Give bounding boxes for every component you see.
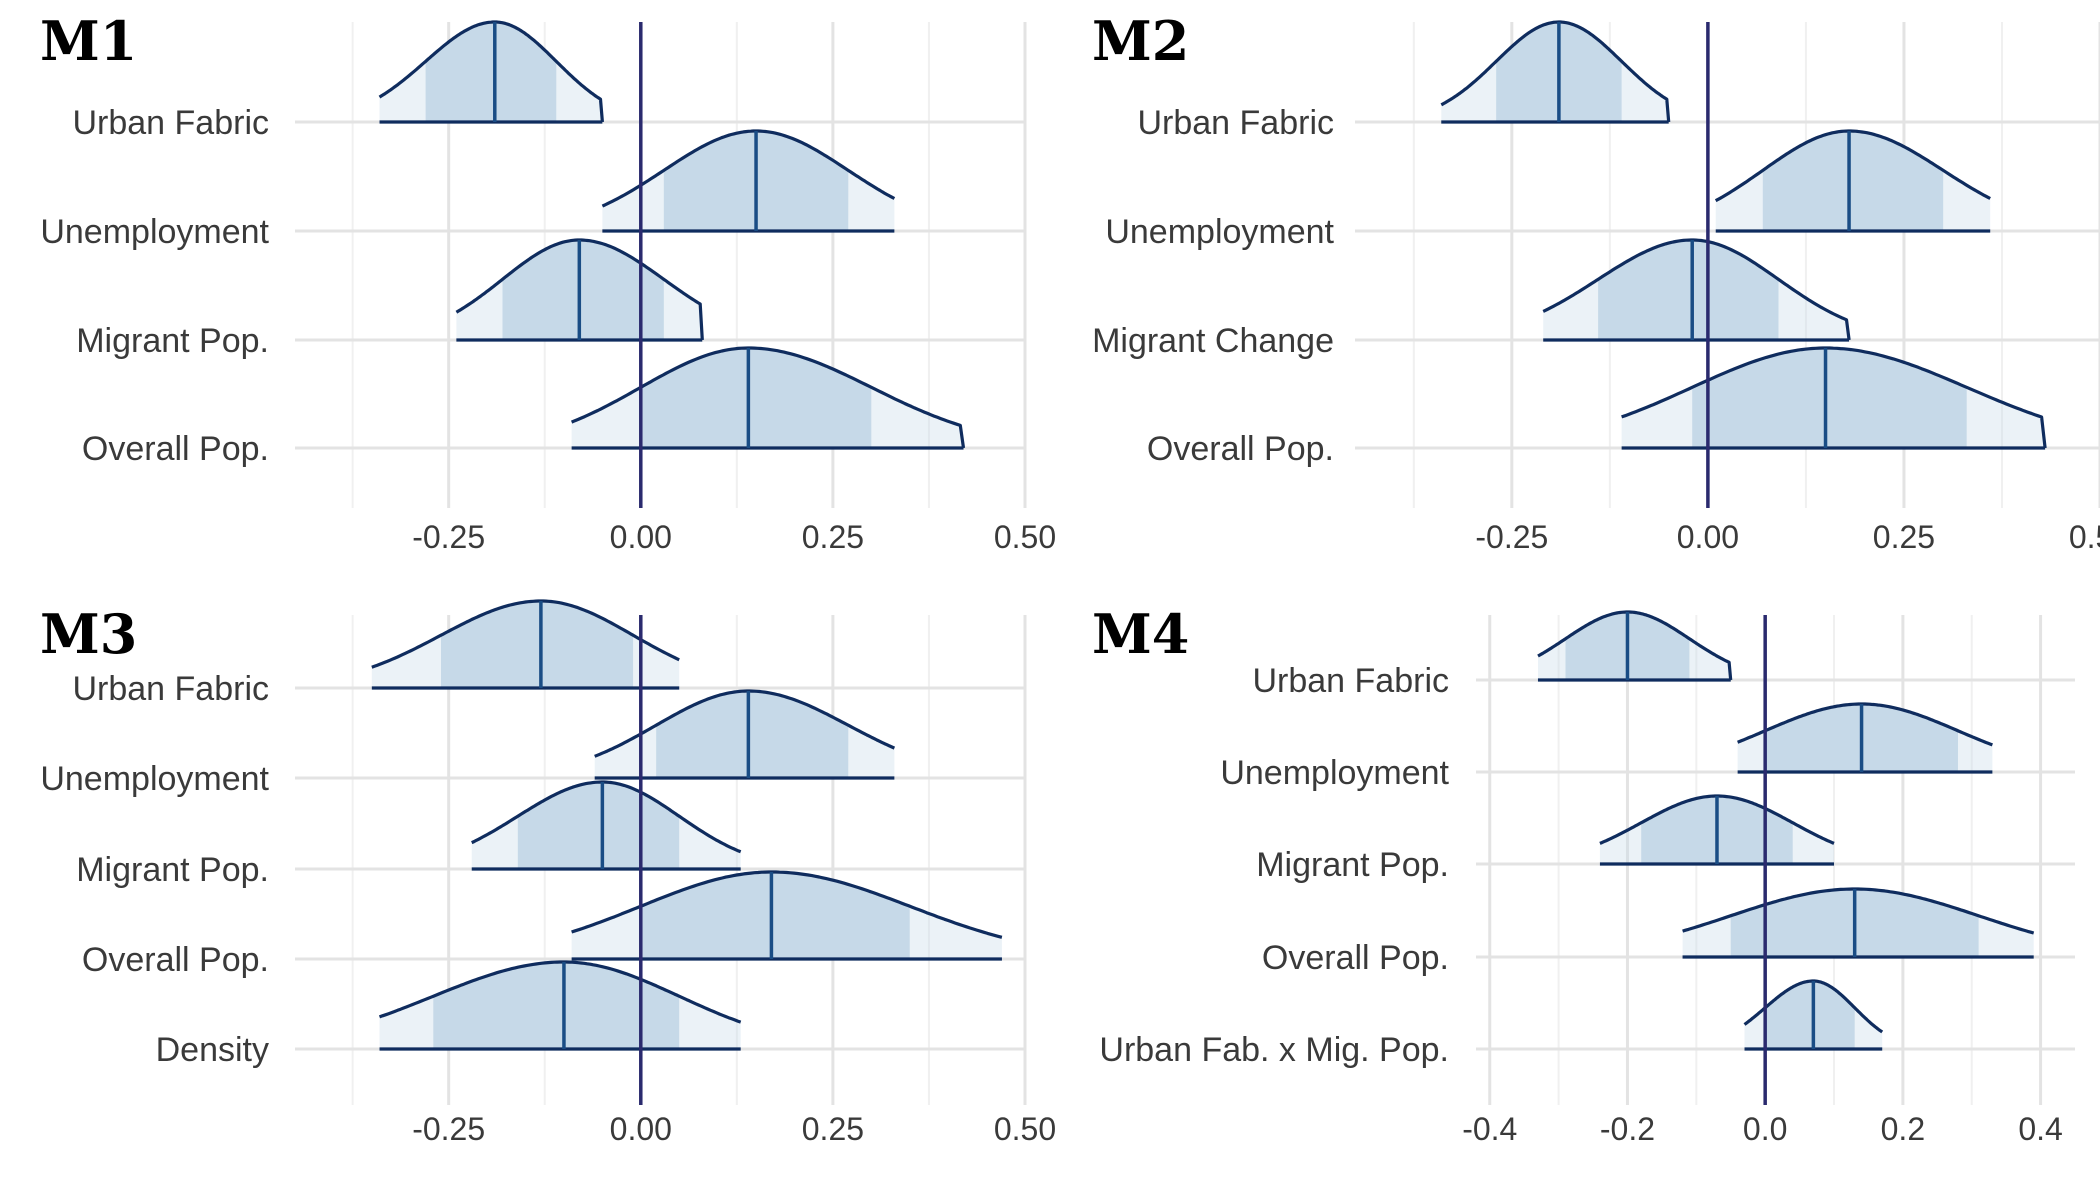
panel-m3: -0.25 0.00 0.25 0.50 Urban Fabric Unemploymen… — [40, 599, 1056, 1147]
x-tick-label: 0.4 — [2018, 1111, 2062, 1147]
row-label: Urban Fabric — [72, 670, 269, 708]
density-inner-fill — [1762, 131, 1944, 231]
density-outer-fill — [1737, 704, 1993, 772]
density-outer-fill — [371, 601, 680, 688]
x-tick-label: -0.25 — [412, 1111, 485, 1147]
x-tick-label: 0.25 — [802, 1111, 864, 1147]
row-label: Urban Fab. x Mig. Pop. — [1099, 1031, 1449, 1069]
row-label: Overall Pop. — [1262, 939, 1449, 977]
row-label: Overall Pop. — [82, 941, 269, 979]
x-tick-label: -0.4 — [1462, 1111, 1517, 1147]
row-label: Urban Fabric — [72, 104, 269, 142]
density-outline — [1537, 610, 1733, 681]
density-outline — [594, 689, 896, 758]
row-label: Unemployment — [1220, 754, 1449, 792]
density-outline — [1621, 346, 2047, 449]
row-label: Migrant Pop. — [76, 322, 269, 360]
x-tick-label: 0.25 — [1873, 519, 1935, 555]
panel-m2: -0.25 0.00 0.25 0.50 Urban Fabric Unemploymen… — [1092, 9, 2100, 555]
density-outer-fill — [1543, 240, 1850, 340]
density-inner-fill — [502, 240, 664, 340]
row-label: Unemployment — [1105, 213, 1334, 251]
density-inner-fill — [441, 601, 634, 688]
row-label: Density — [156, 1031, 269, 1069]
density-outer-fill — [1441, 22, 1669, 122]
density-inner-fill — [425, 22, 557, 122]
density-inner-fill — [1598, 240, 1779, 340]
density-outline — [1542, 238, 1851, 341]
density-outline — [601, 129, 896, 208]
density-outer-fill — [1538, 612, 1731, 680]
panel-title: M4 — [1092, 602, 1189, 666]
density-outer-fill — [379, 22, 603, 122]
density-inner-fill — [640, 348, 872, 448]
density-outer-fill — [1715, 131, 1991, 231]
density-inner-fill — [517, 782, 680, 869]
density-inner-fill — [656, 691, 849, 778]
density-outline — [1440, 20, 1671, 123]
x-tick-label: 0.0 — [1743, 1111, 1787, 1147]
x-tick-label: 0.2 — [1881, 1111, 1925, 1147]
panel-m1: -0.25 0.00 0.25 0.50 Urban Fabric Unemploymen… — [40, 9, 1056, 555]
density-outline — [1682, 887, 2035, 935]
density-outline — [571, 870, 1003, 939]
density-outer-fill — [1621, 348, 2046, 448]
row-label: Migrant Change — [1092, 322, 1334, 360]
density-outer-fill — [602, 131, 895, 231]
row-label: Migrant Pop. — [76, 851, 269, 889]
x-tick-label: 0.50 — [994, 519, 1056, 555]
x-tick-label: -0.25 — [1475, 519, 1548, 555]
x-tick-label: 0.00 — [1677, 519, 1739, 555]
panel-title: M3 — [40, 602, 137, 666]
panel-title: M1 — [40, 9, 137, 73]
density-outline — [1737, 702, 1993, 747]
density-outer-fill — [1682, 889, 2034, 957]
density-outline — [1714, 129, 1991, 203]
row-label: Overall Pop. — [1147, 430, 1334, 468]
density-outline — [378, 960, 742, 1024]
panel-m4: -0.4 -0.2 0.0 0.2 0.4 Urban Fabric Unemploymen… — [1092, 602, 2075, 1147]
density-outer-fill — [594, 691, 895, 778]
density-outer-fill — [571, 348, 964, 448]
row-label: Overall Pop. — [82, 430, 269, 468]
x-tick-label: -0.2 — [1600, 1111, 1655, 1147]
x-tick-label: 0.50 — [2069, 519, 2100, 555]
density-outline — [371, 599, 680, 669]
row-label: Migrant Pop. — [1256, 846, 1449, 884]
x-tick-label: 0.50 — [994, 1111, 1056, 1147]
panel-title: M2 — [1092, 9, 1189, 73]
x-tick-label: 0.00 — [610, 519, 672, 555]
density-outer-fill — [471, 782, 741, 869]
density-outline — [471, 780, 742, 854]
density-inner-fill — [640, 872, 910, 959]
row-label: Unemployment — [40, 213, 269, 251]
row-label: Unemployment — [40, 760, 269, 798]
x-tick-label: -0.25 — [412, 519, 485, 555]
x-tick-label: 0.00 — [610, 1111, 672, 1147]
density-inner-fill — [433, 962, 680, 1049]
row-label: Urban Fabric — [1137, 104, 1334, 142]
density-inner-fill — [1765, 981, 1855, 1049]
x-tick-label: 0.25 — [802, 519, 864, 555]
density-outline — [378, 20, 604, 123]
density-inner-fill — [1692, 348, 1967, 448]
density-outer-fill — [379, 962, 741, 1049]
density-outline — [570, 346, 966, 449]
row-label: Urban Fabric — [1252, 662, 1449, 700]
density-outer-fill — [571, 872, 1002, 959]
